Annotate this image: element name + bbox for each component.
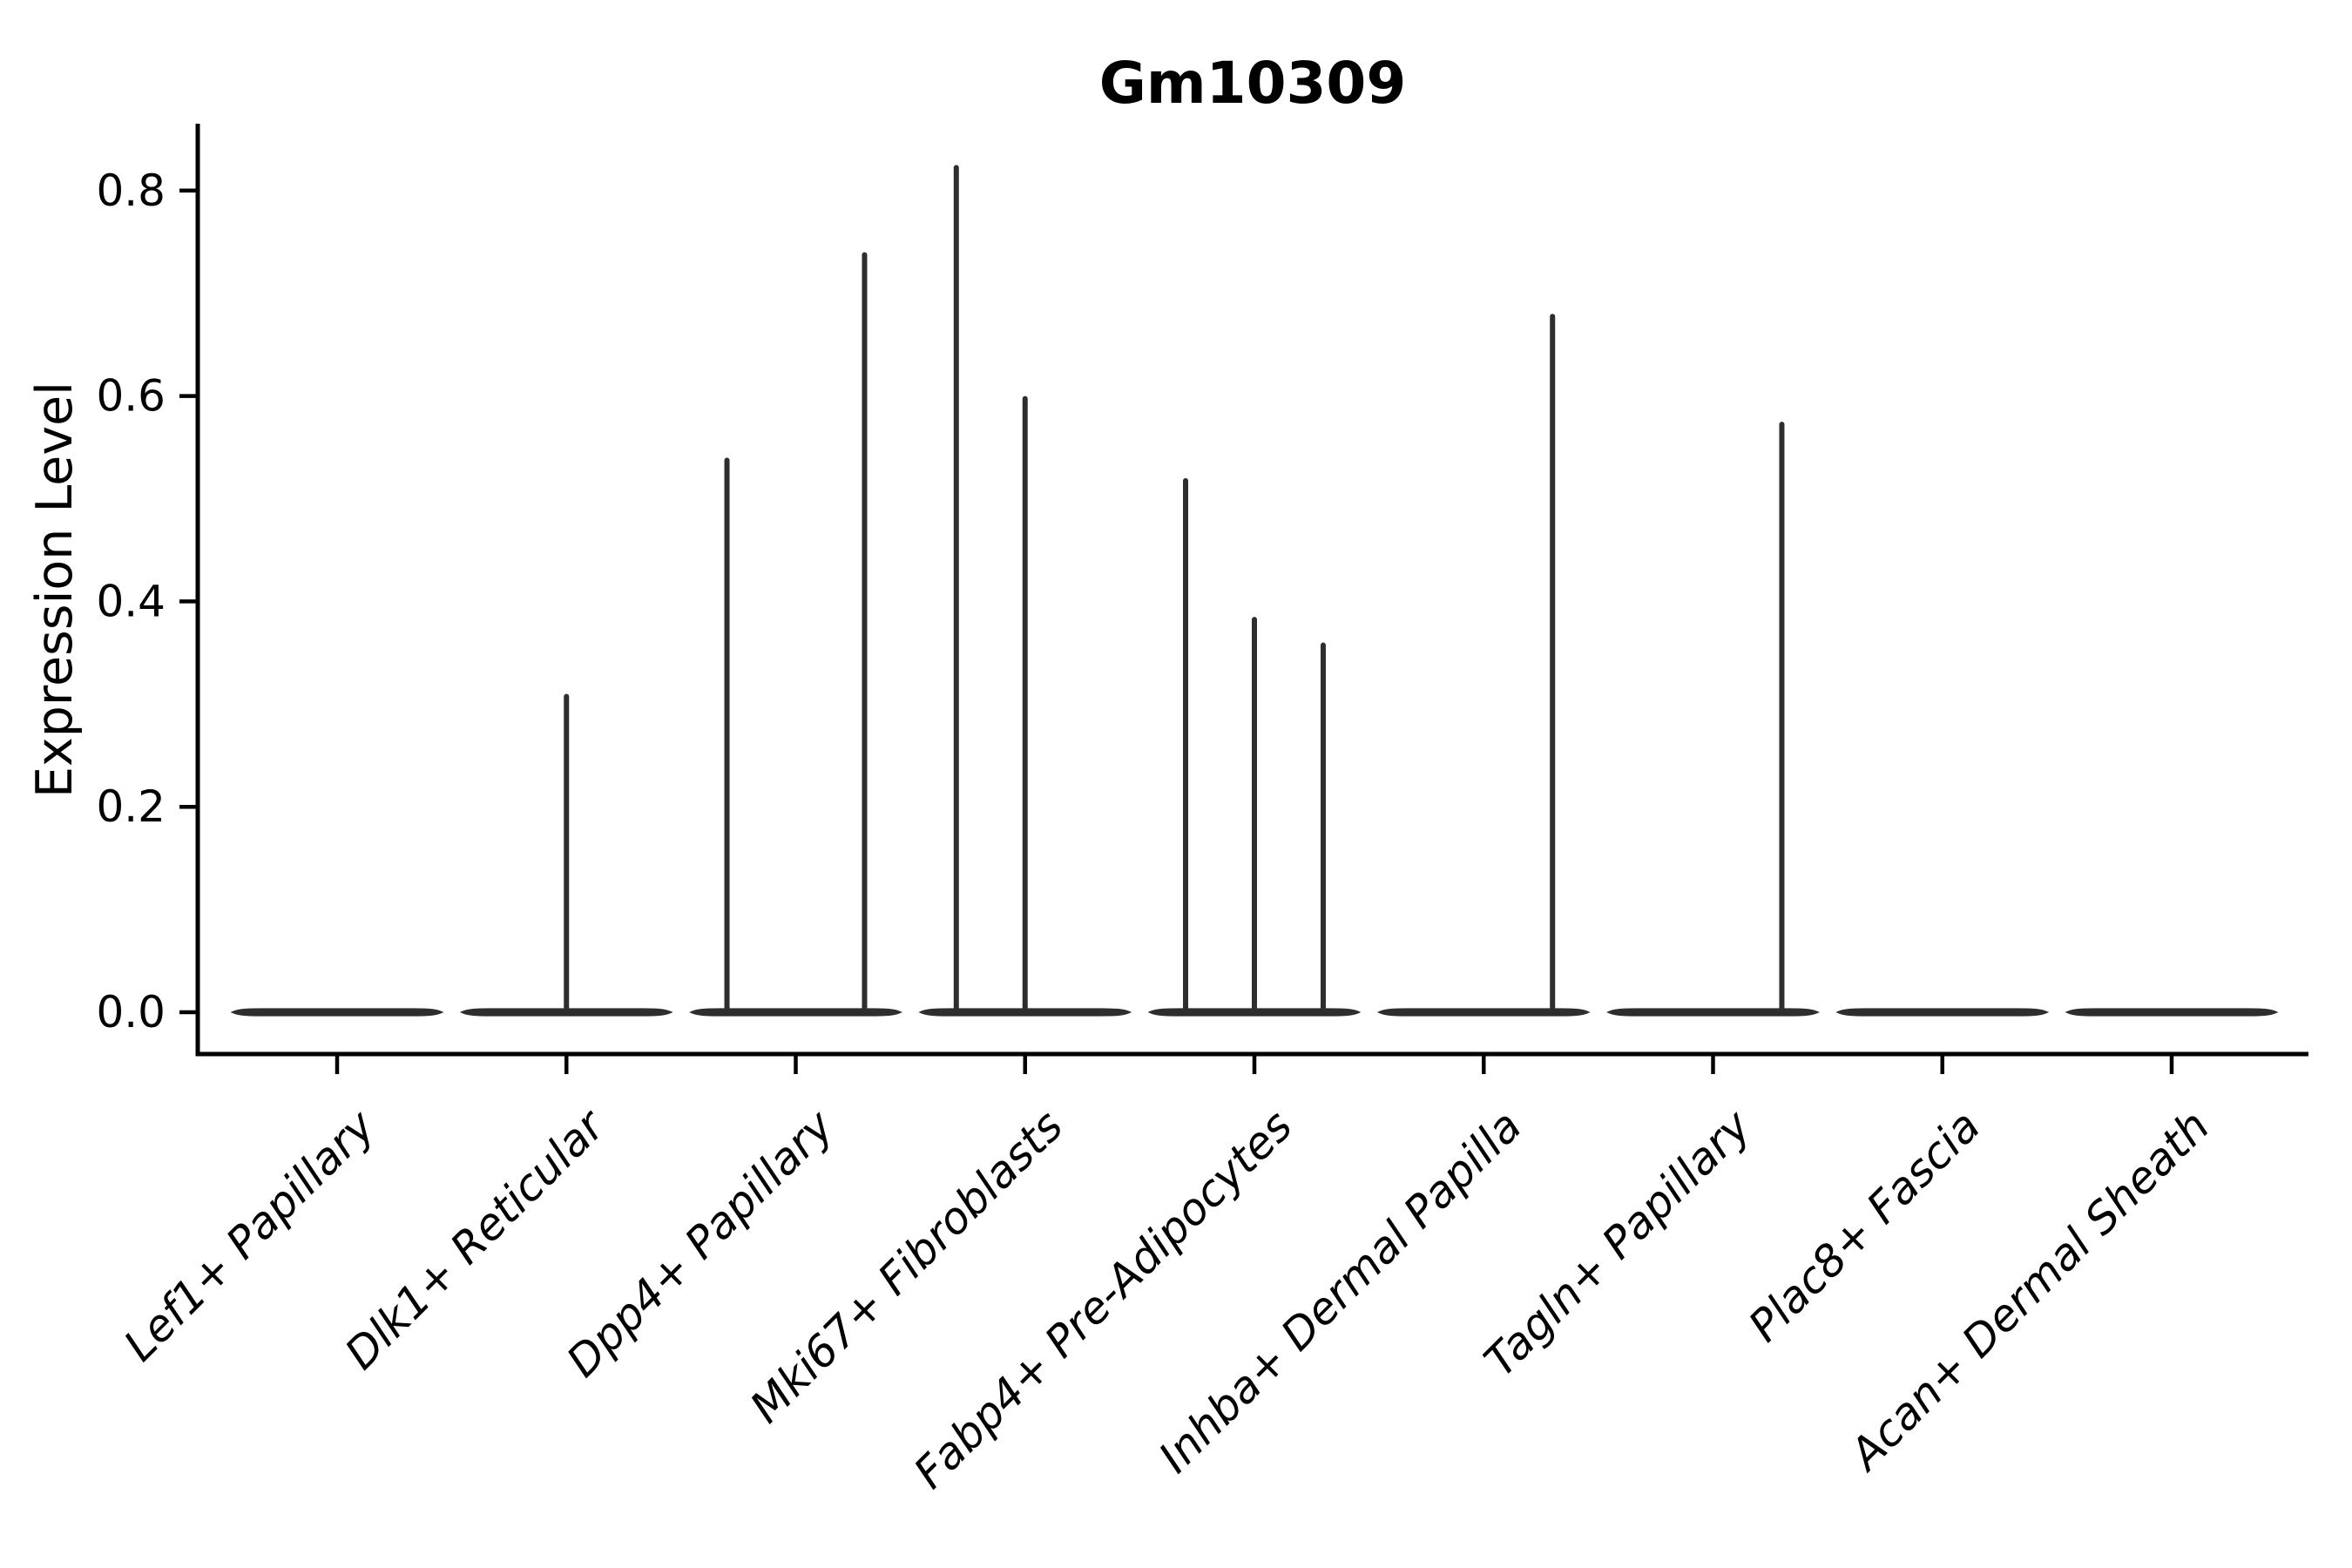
violin (918, 165, 1132, 1017)
violin (459, 693, 673, 1017)
y-axis-ticks: 0.0 0.2 0.4 0.6 0.8 (96, 166, 196, 1037)
x-tick-label: Inhba+ Dermal Papilla (1149, 1100, 1531, 1482)
violin-baseline (230, 1008, 444, 1017)
y-tick-label: 0.2 (96, 781, 166, 832)
violin-baseline (1606, 1008, 1820, 1017)
violin-baseline (1376, 1008, 1591, 1017)
violin (1147, 477, 1362, 1017)
y-tick-label: 0.0 (96, 987, 166, 1037)
violin-baseline (689, 1008, 902, 1017)
violin-baseline (459, 1008, 673, 1017)
violin (1606, 422, 1820, 1017)
violin-baseline (2065, 1008, 2279, 1017)
x-tick-label: Plac8+ Fascia (1739, 1100, 1990, 1351)
violin-baseline (918, 1008, 1132, 1017)
x-tick-label: Fabp4+ Pre-Adipocytes (904, 1100, 1302, 1498)
violin-baseline (1835, 1008, 2050, 1017)
violin (2065, 1008, 2279, 1017)
chart-title: Gm10309 (1099, 50, 1407, 117)
y-tick-label: 0.4 (96, 576, 166, 626)
x-tick-label: Acan+ Dermal Sheath (1839, 1100, 2220, 1481)
violin (689, 252, 902, 1017)
x-tick-label: Lef1+ Papillary (114, 1099, 385, 1370)
violin (1376, 314, 1591, 1017)
y-axis-label: Expression Level (26, 382, 84, 798)
violins (230, 165, 2279, 1017)
y-tick-label: 0.6 (96, 371, 166, 422)
violin-baseline (1147, 1008, 1362, 1017)
y-tick-label: 0.8 (96, 166, 166, 216)
violin (230, 1008, 444, 1017)
violin (1835, 1008, 2050, 1017)
